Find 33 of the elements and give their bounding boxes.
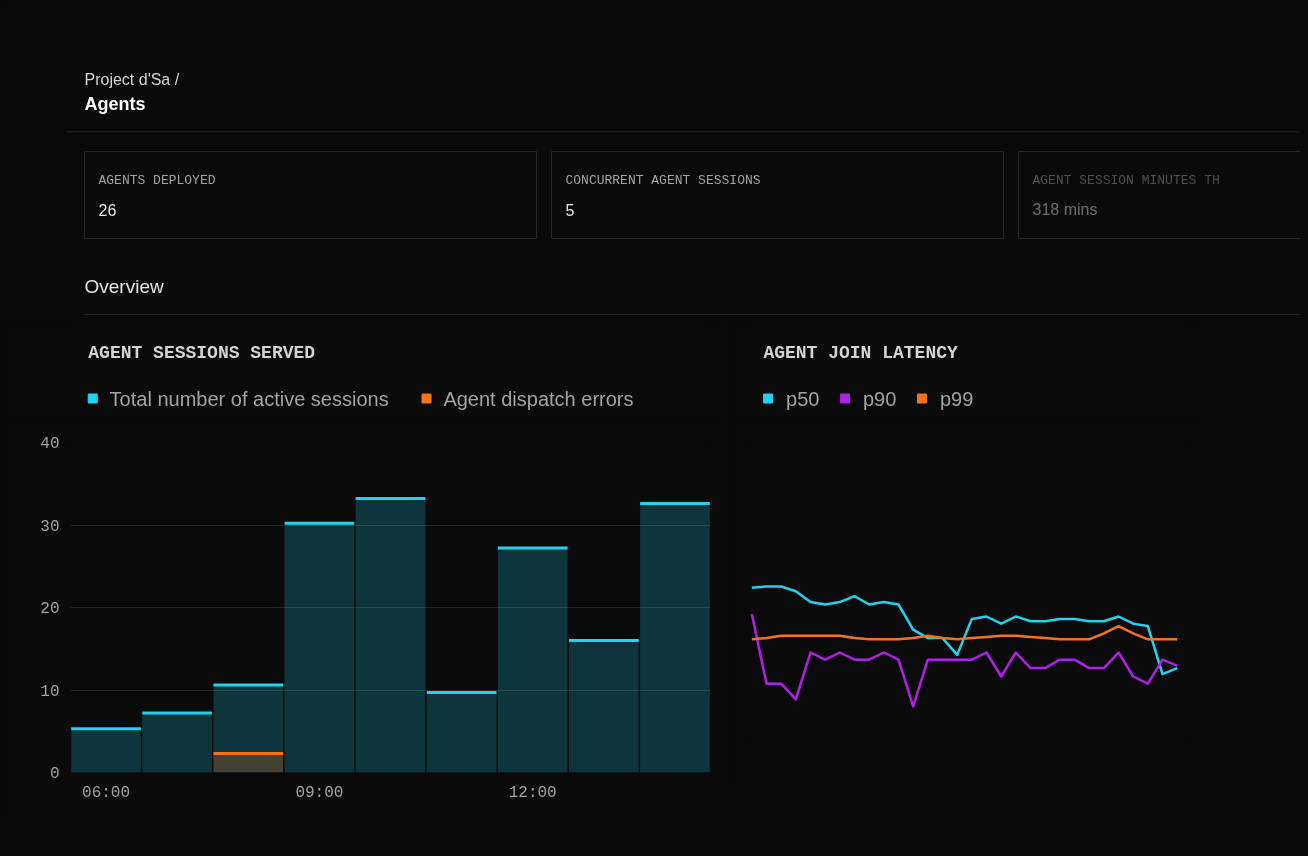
chart-title: AGENT SESSIONS SERVED: [88, 342, 316, 363]
legend-label: p99: [939, 387, 974, 410]
text: AGENT SESSION MINUTES TH: [1032, 172, 1220, 188]
y-tick-label: 10: [40, 682, 60, 701]
bar: [71, 728, 141, 773]
y-tick-label: 20: [40, 600, 60, 618]
bar: [284, 523, 355, 773]
text: AGENTS DEPLOYED: [98, 172, 216, 188]
text: 318 mins: [1032, 201, 1098, 219]
text: Project d'Sa /: [84, 71, 180, 88]
text: 26: [98, 201, 117, 219]
legend-label: Agent dispatch errors: [443, 387, 634, 410]
y-tick-label: 40: [40, 435, 60, 453]
text: Overview: [84, 276, 164, 298]
bar: [568, 640, 639, 773]
bar: [355, 498, 426, 773]
bar: [640, 503, 710, 773]
bar: [142, 713, 213, 773]
chart-title: AGENT JOIN LATENCY: [763, 342, 959, 363]
legend-label: p90: [863, 387, 897, 410]
bar: [497, 548, 568, 773]
legend-label: Total number of active sessions: [109, 387, 389, 410]
legend-label: p50: [786, 387, 820, 410]
bar: [426, 692, 497, 773]
text: 5: [565, 201, 575, 219]
text: CONCURRENT AGENT SESSIONS: [565, 172, 761, 188]
x-tick-label: 09:00: [295, 783, 344, 802]
y-tick-label: 30: [40, 517, 60, 536]
y-tick-label: 0: [49, 765, 60, 783]
text: Agents: [84, 94, 146, 115]
bar: [213, 753, 284, 773]
x-tick-label: 12:00: [508, 783, 557, 802]
x-tick-label: 06:00: [82, 783, 131, 802]
